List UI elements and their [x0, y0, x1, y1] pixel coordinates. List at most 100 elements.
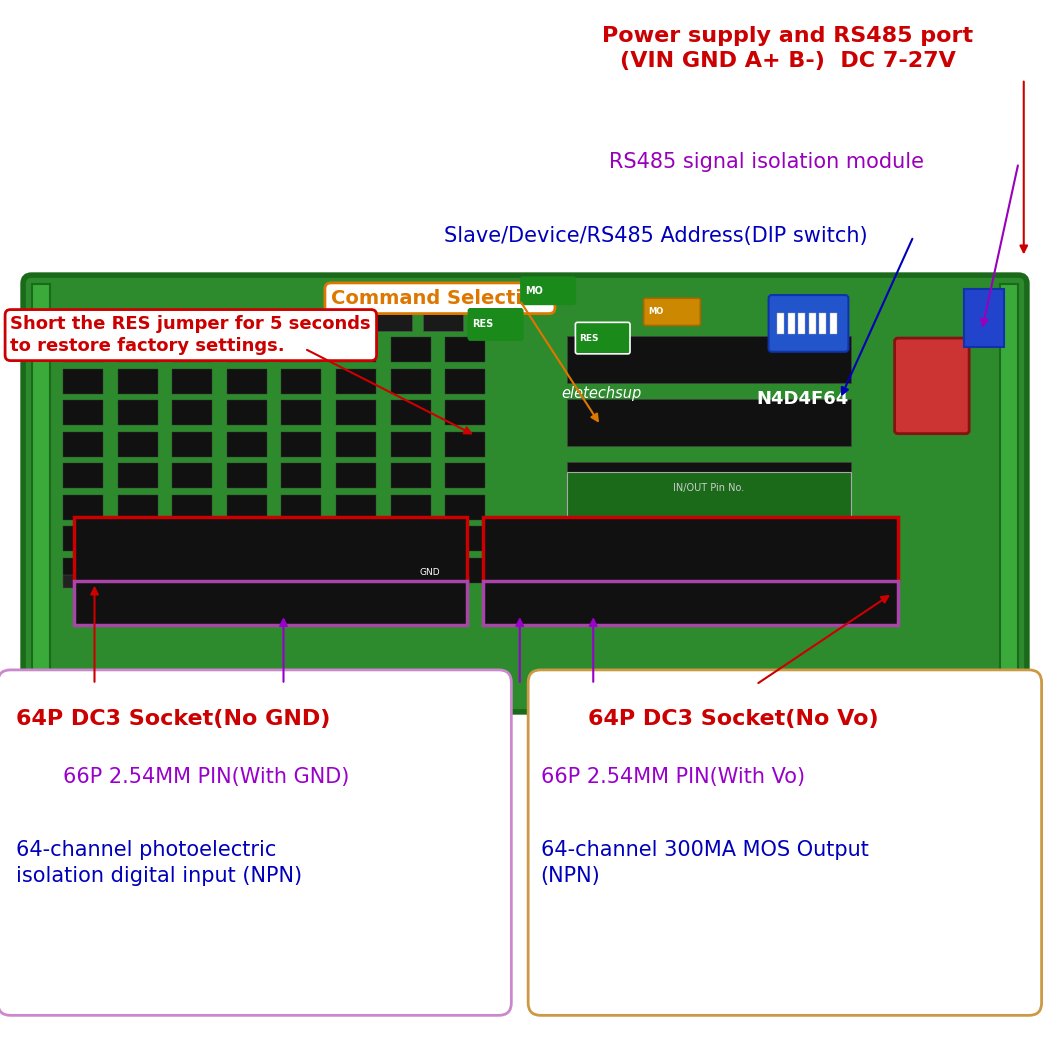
Bar — [281, 558, 321, 583]
Bar — [183, 575, 230, 588]
Text: 64P DC3 Socket(No Vo): 64P DC3 Socket(No Vo) — [588, 709, 879, 729]
Bar — [336, 337, 376, 362]
Bar — [227, 526, 267, 551]
Bar — [391, 495, 430, 520]
Bar — [445, 463, 485, 488]
Bar — [227, 495, 267, 520]
Bar — [391, 400, 430, 425]
Bar — [567, 399, 850, 446]
Bar — [172, 337, 212, 362]
Bar — [118, 432, 158, 457]
Bar — [172, 558, 212, 583]
Bar — [777, 313, 784, 334]
Bar — [118, 400, 158, 425]
Text: eletechsup: eletechsup — [562, 386, 642, 401]
Bar — [336, 463, 376, 488]
Bar — [964, 289, 1004, 346]
Text: Slave/Device/RS485 Address(DIP switch): Slave/Device/RS485 Address(DIP switch) — [444, 226, 868, 246]
Bar — [227, 558, 267, 583]
Bar — [336, 526, 376, 551]
Bar — [320, 314, 360, 331]
Bar — [63, 432, 103, 457]
Bar — [336, 400, 376, 425]
Bar — [172, 369, 212, 394]
Bar — [362, 575, 410, 588]
Bar — [63, 526, 103, 551]
Bar — [281, 495, 321, 520]
Bar — [118, 463, 158, 488]
Text: RES: RES — [472, 319, 493, 330]
Bar — [1000, 284, 1018, 704]
Bar — [302, 575, 350, 588]
Text: 64-channel photoelectric
isolation digital input (NPN): 64-channel photoelectric isolation digit… — [16, 840, 302, 886]
Bar — [227, 337, 267, 362]
Bar — [118, 337, 158, 362]
Text: Short the RES jumper for 5 seconds
to restore factory settings.: Short the RES jumper for 5 seconds to re… — [10, 315, 371, 355]
Text: 66P 2.54MM PIN(With Vo): 66P 2.54MM PIN(With Vo) — [541, 766, 805, 786]
Bar — [391, 337, 430, 362]
Bar — [281, 400, 321, 425]
Bar — [391, 432, 430, 457]
Text: IN/OUT Pin No.: IN/OUT Pin No. — [673, 483, 744, 493]
Bar — [63, 337, 103, 362]
Bar — [74, 581, 467, 625]
Bar — [445, 432, 485, 457]
Bar — [281, 526, 321, 551]
Bar — [445, 369, 485, 394]
Bar — [118, 495, 158, 520]
Bar — [118, 369, 158, 394]
FancyBboxPatch shape — [575, 322, 630, 354]
Bar — [63, 400, 103, 425]
Text: MO: MO — [648, 308, 664, 316]
Bar — [423, 314, 463, 331]
Bar — [422, 575, 469, 588]
Text: Power supply and RS485 port
(VIN GND A+ B-)  DC 7-27V: Power supply and RS485 port (VIN GND A+ … — [602, 26, 973, 71]
Bar — [372, 314, 412, 331]
Bar — [166, 314, 206, 331]
Bar — [336, 495, 376, 520]
Bar — [808, 313, 816, 334]
FancyBboxPatch shape — [528, 670, 1042, 1015]
Bar — [445, 337, 485, 362]
Bar — [830, 313, 837, 334]
Bar — [567, 336, 850, 383]
Bar — [63, 558, 103, 583]
Bar — [445, 526, 485, 551]
Bar — [391, 558, 430, 583]
Bar — [336, 369, 376, 394]
Bar — [217, 314, 257, 331]
Bar — [227, 432, 267, 457]
FancyBboxPatch shape — [468, 309, 523, 340]
Bar — [63, 369, 103, 394]
Bar — [391, 369, 430, 394]
Bar — [281, 369, 321, 394]
Bar — [445, 495, 485, 520]
Bar — [798, 313, 805, 334]
Bar — [445, 400, 485, 425]
Bar — [567, 462, 850, 509]
Text: RS485 signal isolation module: RS485 signal isolation module — [609, 152, 924, 172]
FancyBboxPatch shape — [0, 670, 511, 1015]
Bar — [227, 463, 267, 488]
Bar — [336, 432, 376, 457]
FancyBboxPatch shape — [769, 295, 848, 352]
Bar — [227, 400, 267, 425]
Text: 64P DC3 Socket(No GND): 64P DC3 Socket(No GND) — [16, 709, 330, 729]
Bar — [63, 575, 110, 588]
Bar — [281, 463, 321, 488]
Text: RES: RES — [580, 334, 600, 342]
Bar — [243, 575, 290, 588]
Bar — [483, 517, 898, 583]
FancyBboxPatch shape — [23, 275, 1027, 712]
Bar — [391, 526, 430, 551]
Bar — [118, 558, 158, 583]
Text: GND: GND — [420, 568, 441, 576]
Text: MO: MO — [525, 286, 543, 296]
Bar — [32, 284, 50, 704]
Bar — [63, 495, 103, 520]
Bar — [63, 314, 103, 331]
Bar — [114, 314, 154, 331]
Bar — [281, 337, 321, 362]
Bar — [74, 517, 467, 583]
Bar — [172, 526, 212, 551]
